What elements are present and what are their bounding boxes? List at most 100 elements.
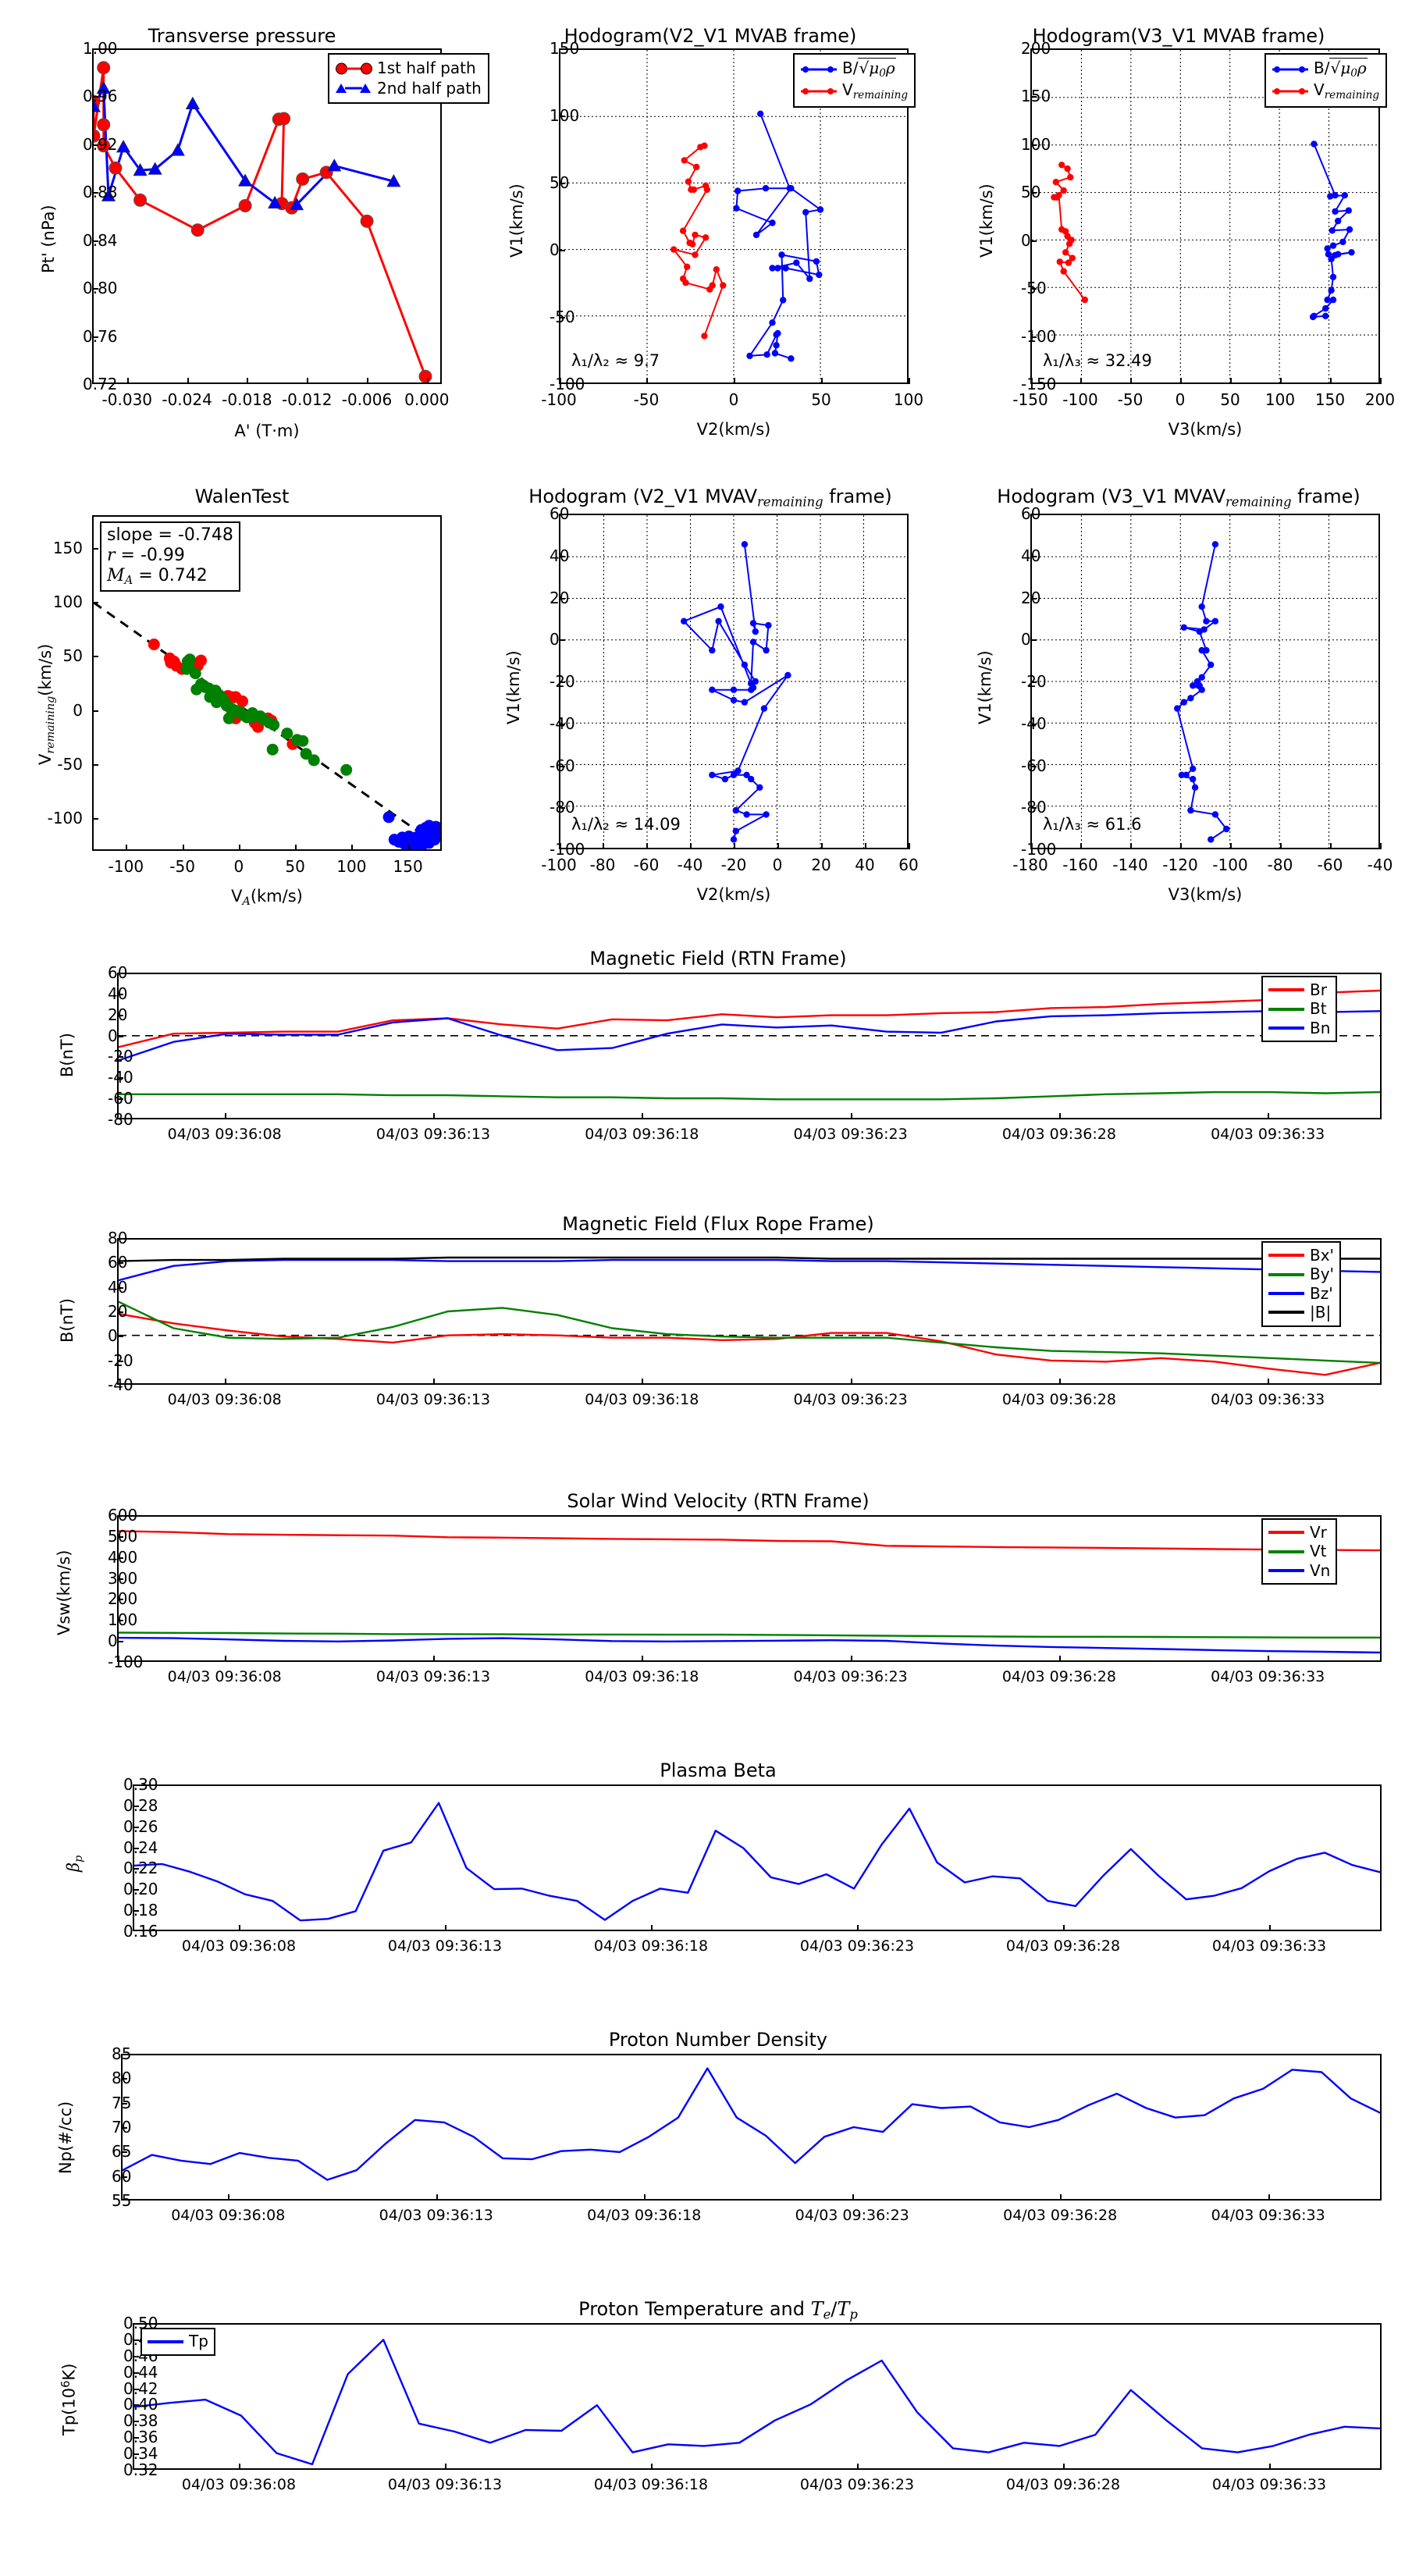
y-tick-mark [92,144,98,146]
y-tick-mark [133,1826,139,1828]
panel-title: Proton Number Density [608,2029,828,2051]
x-tick-mark [734,843,735,849]
x-tick-label: 04/03 09:36:18 [593,1937,709,1955]
stat-ma: MA = 0.742 [107,565,208,588]
x-tick-label: -0.018 [222,390,272,409]
x-tick-label: 0 [233,857,244,876]
panel-title: Hodogram (V3_V1 MVAVremaining frame) [997,486,1361,510]
x-tick-label: -100 [541,390,577,409]
x-tick-mark [909,378,910,384]
y-axis-label: Np(#/cc) [56,2101,75,2174]
x-tick-label: 04/03 09:36:23 [793,1668,908,1685]
x-tick-label: 40 [855,856,875,874]
x-tick-label: 50 [811,390,831,409]
legend-item: Bx' [1268,1246,1334,1265]
y-tick-mark [559,317,565,318]
x-tick-label: -60 [1317,856,1343,874]
x-tick-label: -100 [1062,390,1098,409]
y-tick-label: 50 [62,646,83,666]
y-tick-mark [559,765,565,767]
y-tick-label: 100 [52,592,83,611]
x-tick-mark [433,1113,435,1119]
x-tick-mark [1180,843,1182,849]
x-tick-mark [247,378,249,384]
x-tick-mark [126,378,129,384]
legend-item: Vr [1268,1523,1330,1542]
y-tick-mark [117,993,123,995]
panel-hodogram-v3v1-mvav-remaining: Hodogram (V3_V1 MVAVremaining frame) V1(… [952,468,1405,913]
x-tick-label: -100 [108,857,144,876]
x-tick-label: 04/03 09:36:28 [1005,1937,1121,1955]
x-axis-label: V3(km/s) [1168,420,1243,439]
x-tick-mark [1063,2464,1065,2470]
x-tick-label: 04/03 09:36:18 [585,1391,699,1408]
x-tick-label: 200 [1364,390,1396,409]
x-tick-label: -80 [1267,856,1293,874]
y-axis-label: Vsw(km/s) [55,1550,73,1635]
y-tick-mark [92,601,98,603]
x-tick-label: 04/03 09:36:08 [167,1391,282,1408]
panel-title: Plasma Beta [660,1759,777,1781]
y-axis-label: V1(km/s) [976,650,994,724]
x-tick-mark [559,378,560,384]
x-tick-mark [1130,843,1132,849]
y-tick-mark [117,1262,123,1265]
legend-label: Bt [1310,999,1327,1019]
line-swatch-icon [1268,1311,1304,1315]
y-tick-mark [133,2404,139,2407]
y-tick-mark [133,1889,139,1891]
x-tick-mark [865,843,866,849]
x-tick-mark [651,1925,653,1931]
legend-label: Vr [1310,1523,1327,1542]
x-tick-mark [1269,2464,1271,2470]
x-tick-mark [850,1379,852,1385]
x-tick-label: 04/03 09:36:28 [1001,1668,1116,1685]
x-tick-label: 0 [1175,390,1186,409]
x-tick-mark [187,378,189,384]
x-tick-mark [603,843,604,849]
x-tick-label: -80 [589,856,616,874]
y-axis-label: Tp(106K) [59,2363,79,2435]
panel-title: Transverse pressure [148,25,336,47]
x-axis-label: V2(km/s) [696,420,771,439]
y-tick-mark [121,2078,127,2080]
panel-plasma-beta: Plasma Beta βp 0.300.280.260.240.220.200… [31,1756,1389,1983]
x-tick-mark [445,1925,446,1931]
panel-hodogram-v3v1-mvab: Hodogram(V3_V1 MVAB frame) V1(km/s) V3(k… [952,8,1405,453]
x-tick-label: 04/03 09:36:28 [1001,1126,1116,1143]
x-tick-label: -140 [1112,856,1148,874]
x-tick-label: -20 [720,856,747,874]
y-tick-mark [1030,681,1037,683]
line-swatch-icon [1268,1531,1304,1535]
x-tick-label: 04/03 09:36:08 [167,1668,282,1685]
x-tick-mark [1269,1925,1271,1931]
eigenvalue-ratio-annotation: λ₁/λ₂ ≈ 9.7 [571,351,660,370]
panel-title: Magnetic Field (Flux Rope Frame) [562,1213,874,1235]
x-tick-label: -0.024 [162,390,212,409]
y-tick-mark [1030,555,1037,557]
legend-item: Vremaining [801,80,908,102]
y-tick-mark [1030,597,1037,600]
plot-area [121,2054,1382,2201]
legend-label: Bx' [1310,1246,1335,1265]
x-axis-label: VA(km/s) [231,887,303,908]
x-tick-mark [644,2194,646,2201]
y-tick-mark [1030,336,1037,338]
x-tick-mark [651,2464,653,2470]
x-tick-mark [1180,378,1182,384]
x-tick-label: 04/03 09:36:13 [375,1668,491,1685]
x-tick-label: 04/03 09:36:28 [1001,1391,1116,1408]
legend-label: 2nd half path [377,78,482,98]
line-swatch-icon [1268,1550,1304,1553]
y-tick-mark [559,681,565,683]
x-tick-label: 04/03 09:36:23 [793,1126,908,1143]
legend-item: Vremaining [1272,80,1379,102]
x-tick-label: 04/03 09:36:18 [593,2476,709,2493]
x-tick-label: 04/03 09:36:08 [171,2207,286,2224]
y-tick-mark [117,1557,123,1559]
x-tick-label: 04/03 09:36:33 [1211,1937,1327,1955]
x-tick-mark [1268,1379,1270,1385]
y-tick-mark [117,1641,123,1643]
x-tick-mark [850,1656,852,1662]
x-tick-label: 04/03 09:36:28 [1005,2476,1121,2493]
